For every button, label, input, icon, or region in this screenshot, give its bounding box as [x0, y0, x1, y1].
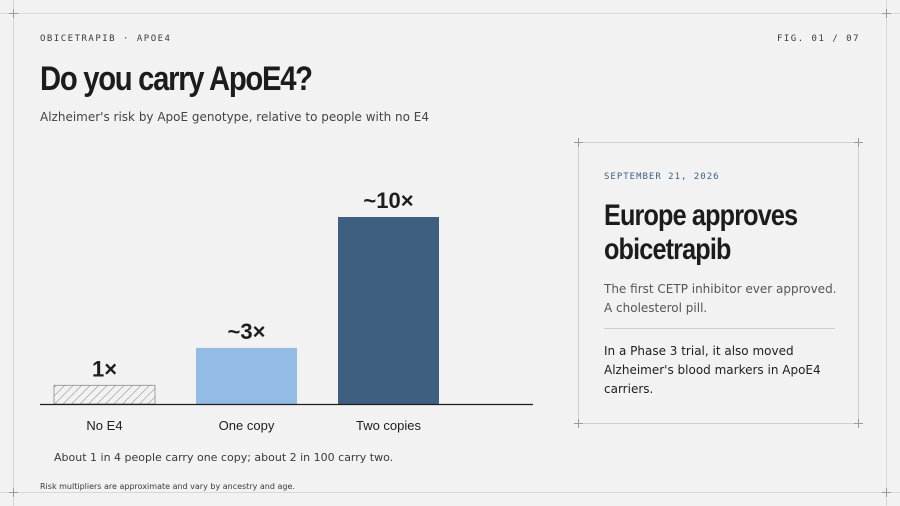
disclaimer: Risk multipliers are approximate and var…: [40, 482, 295, 491]
card-lead: The first CETP inhibitor ever approved. …: [604, 282, 837, 315]
chart-footnote: About 1 in 4 people carry one copy; abou…: [54, 451, 394, 464]
bar-two-copies: [338, 217, 439, 404]
risk-bar-chart: 1× No E4 ~3× One copy ~10× Two copies: [40, 188, 533, 433]
category-label: No E4: [86, 418, 122, 433]
card-heading: Europe approves obicetrapib: [604, 199, 873, 267]
corner-crosshair-icon: [9, 9, 18, 18]
corner-crosshair-icon: [882, 488, 891, 497]
frame-bottom-line: [0, 492, 900, 493]
card-divider: [604, 328, 835, 329]
card-date: SEPTEMBER 21, 2026: [604, 172, 720, 182]
corner-crosshair-icon: [854, 419, 863, 428]
card-heading-line2: obicetrapib: [604, 233, 731, 266]
category-label: One copy: [219, 418, 275, 433]
frame-top-line: [0, 13, 900, 14]
corner-crosshair-icon: [882, 9, 891, 18]
figure-number: FIG. 01 / 07: [776, 34, 860, 44]
news-card: SEPTEMBER 21, 2026 Europe approves obice…: [574, 138, 863, 428]
section-kicker: OBICETRAPIB · APOE4: [40, 34, 172, 44]
bar-value-label: 1×: [92, 356, 117, 381]
corner-crosshair-icon: [854, 138, 863, 147]
card-heading-line1: Europe approves: [604, 199, 798, 232]
category-label: Two copies: [356, 418, 422, 433]
frame-right-line: [886, 0, 887, 506]
bar-one-copy: [196, 347, 297, 404]
corner-crosshair-icon: [574, 419, 583, 428]
corner-crosshair-icon: [9, 488, 18, 497]
chart-subtitle: Alzheimer's risk by ApoE genotype, relat…: [40, 110, 429, 124]
bar-value-label: ~3×: [228, 319, 266, 344]
page-title: Do you carry ApoE4?: [40, 60, 313, 98]
card-body: In a Phase 3 trial, it also moved Alzhei…: [604, 344, 821, 396]
bar-value-label: ~10×: [363, 188, 413, 213]
frame-left-line: [13, 0, 14, 506]
corner-crosshair-icon: [574, 138, 583, 147]
bar-no-e4: [53, 384, 156, 405]
